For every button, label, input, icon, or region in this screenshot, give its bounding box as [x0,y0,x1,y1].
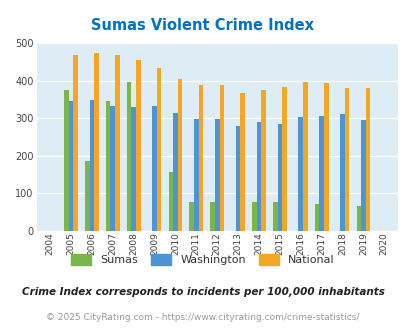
Bar [256,122,261,231]
Bar [156,69,161,231]
Bar [277,124,281,231]
Bar [115,55,119,231]
Bar [360,120,365,231]
Bar [90,100,94,231]
Bar [314,204,319,231]
Bar [152,106,156,231]
Bar [126,82,131,231]
Bar [272,202,277,231]
Bar [235,126,240,231]
Bar [356,206,360,231]
Bar [261,89,265,231]
Bar [64,90,68,231]
Bar [339,114,344,231]
Bar [94,53,98,231]
Bar [365,88,369,231]
Bar [85,161,90,231]
Bar [298,117,302,231]
Bar [219,85,224,231]
Bar [194,118,198,231]
Bar [240,93,244,231]
Bar [106,101,110,231]
Bar [173,113,177,231]
Bar [252,202,256,231]
Bar [302,82,307,231]
Text: Crime Index corresponds to incidents per 100,000 inhabitants: Crime Index corresponds to incidents per… [21,287,384,297]
Bar [136,60,140,231]
Bar [281,87,286,231]
Bar [68,101,73,231]
Bar [177,79,182,231]
Bar [198,85,203,231]
Bar [210,202,214,231]
Bar [189,202,194,231]
Bar [131,107,136,231]
Legend: Sumas, Washington, National: Sumas, Washington, National [67,250,338,270]
Bar [319,116,323,231]
Bar [168,172,173,231]
Bar [344,88,349,231]
Bar [110,106,115,231]
Bar [73,54,78,231]
Text: Sumas Violent Crime Index: Sumas Violent Crime Index [91,18,314,33]
Text: © 2025 CityRating.com - https://www.cityrating.com/crime-statistics/: © 2025 CityRating.com - https://www.city… [46,313,359,322]
Bar [323,83,328,231]
Bar [214,118,219,231]
